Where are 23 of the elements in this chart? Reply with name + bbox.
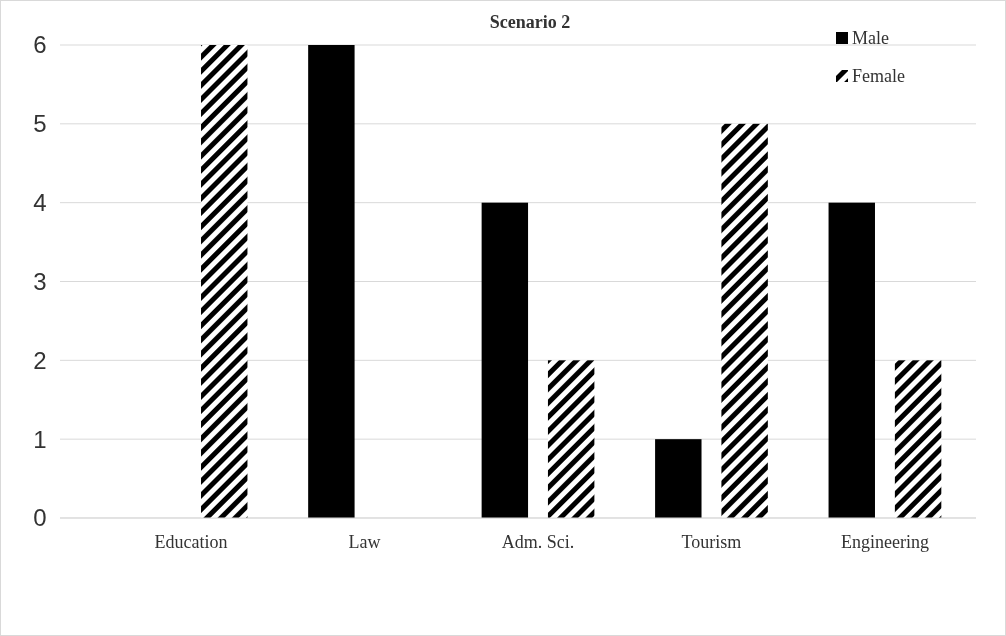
y-tick-label: 0: [33, 504, 47, 532]
chart-title: Scenario 2: [489, 12, 571, 32]
y-tick-label: 3: [33, 267, 47, 295]
x-tick-label: Adm. Sci.: [501, 532, 575, 552]
x-tick-label: Tourism: [681, 532, 742, 552]
bar: [721, 123, 768, 518]
y-tick-label: 4: [33, 189, 47, 217]
x-tick-label: Engineering: [840, 532, 929, 552]
y-tick-label: 1: [33, 425, 47, 453]
legend-label: Male: [852, 28, 889, 49]
y-tick-label: 2: [33, 346, 47, 374]
bar: [828, 202, 875, 518]
x-tick-label: Law: [348, 532, 381, 552]
bar: [308, 45, 355, 518]
bar: [547, 360, 595, 518]
y-tick-label: 5: [33, 110, 47, 138]
y-tick-label: 6: [33, 31, 47, 59]
bar: [894, 360, 942, 518]
bar: [481, 202, 529, 518]
legend-label: Female: [852, 66, 905, 87]
bar: [201, 45, 248, 518]
bar: [655, 439, 702, 518]
x-tick-label: Education: [154, 532, 228, 552]
